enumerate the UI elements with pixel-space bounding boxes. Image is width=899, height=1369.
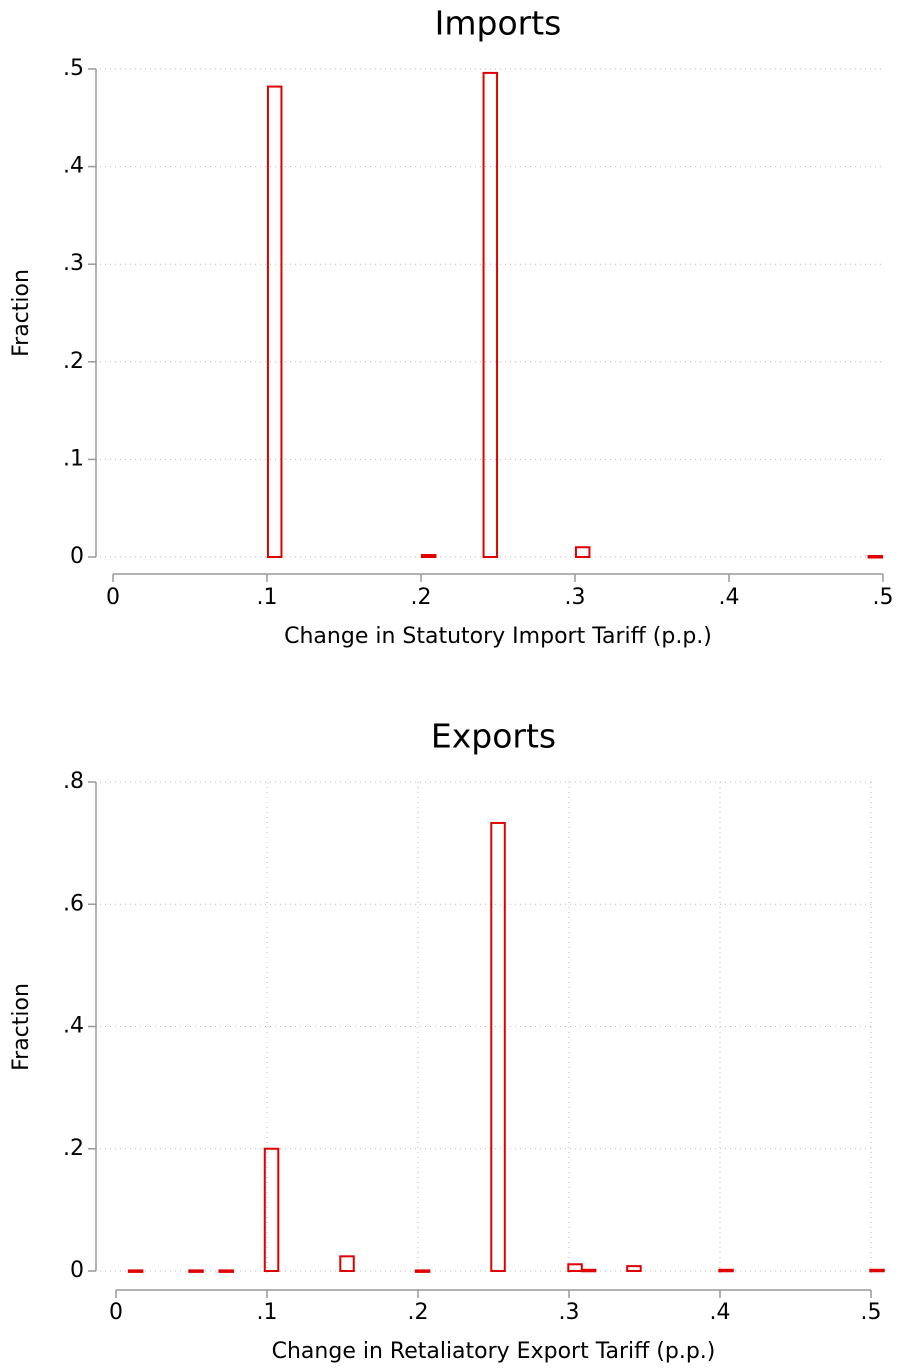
- y-tick-label: .5: [63, 56, 84, 81]
- y-tick-label: .3: [63, 251, 84, 276]
- y-tick-label: .4: [63, 1014, 84, 1039]
- bar: [420, 554, 437, 558]
- x-tick-label: 0: [106, 585, 120, 610]
- bar: [188, 1269, 204, 1273]
- y-tick-label: 0: [70, 1258, 84, 1283]
- bar: [574, 546, 591, 558]
- y-tick-label: .2: [63, 1136, 84, 1161]
- bar: [869, 1268, 885, 1273]
- x-tick-label: .2: [408, 1300, 429, 1325]
- y-tick-label: .1: [63, 446, 84, 471]
- bar: [580, 1268, 597, 1273]
- x-tick-label: .5: [873, 585, 894, 610]
- bar: [567, 1263, 583, 1272]
- bar: [490, 821, 506, 1272]
- x-tick-label: .1: [257, 1300, 278, 1325]
- y-axis-label: Fraction: [9, 269, 34, 357]
- x-tick-label: .4: [719, 585, 740, 610]
- bar: [482, 71, 499, 559]
- bar: [266, 85, 283, 559]
- bar: [867, 555, 884, 559]
- x-axis-label: Change in Retaliatory Export Tariff (p.p…: [272, 1339, 716, 1364]
- bar: [339, 1255, 355, 1272]
- y-tick-label: .2: [63, 349, 84, 374]
- chart-title: Exports: [431, 717, 556, 756]
- bar: [626, 1265, 642, 1272]
- bar: [218, 1269, 234, 1273]
- y-axis-label: Fraction: [9, 983, 34, 1071]
- x-tick-label: .3: [559, 1300, 580, 1325]
- x-tick-label: .4: [710, 1300, 731, 1325]
- bar: [263, 1147, 280, 1272]
- chart-title: Imports: [435, 4, 562, 43]
- y-tick-label: .8: [63, 769, 84, 794]
- x-axis-label: Change in Statutory Import Tariff (p.p.): [284, 624, 712, 649]
- y-tick-label: 0: [70, 544, 84, 569]
- x-tick-label: 0: [109, 1300, 123, 1325]
- x-tick-label: .5: [861, 1300, 882, 1325]
- bar: [718, 1268, 734, 1273]
- x-tick-label: .1: [257, 585, 278, 610]
- y-tick-label: .4: [63, 154, 84, 179]
- y-tick-label: .6: [63, 891, 84, 916]
- x-tick-label: .3: [565, 585, 586, 610]
- bar: [414, 1269, 431, 1273]
- x-tick-label: .2: [411, 585, 432, 610]
- bar: [127, 1269, 144, 1273]
